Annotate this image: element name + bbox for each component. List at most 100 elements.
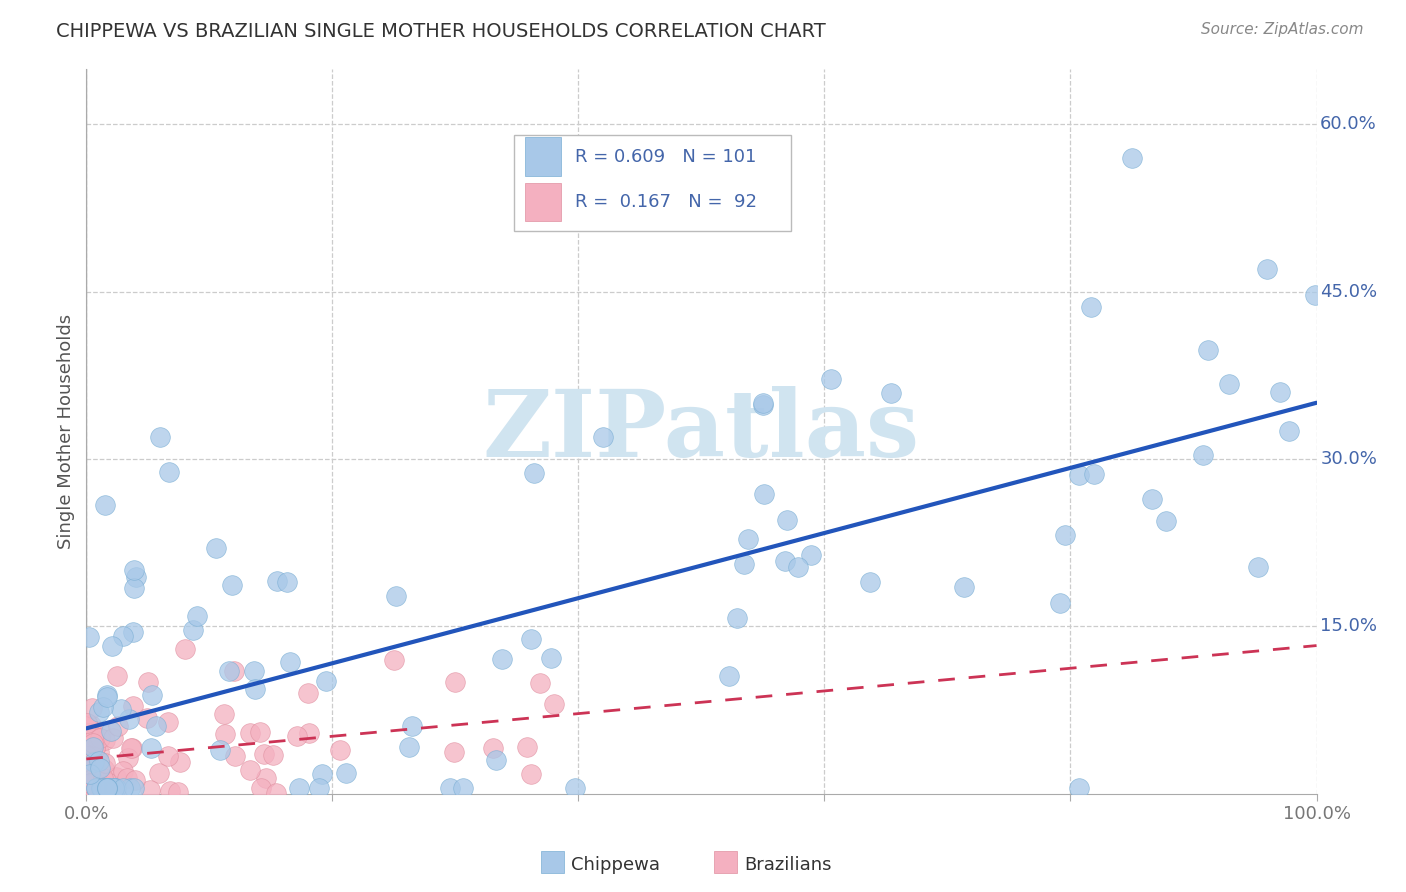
Point <box>90 781 112 796</box>
Point <box>384 589 406 603</box>
Point <box>1192 449 1215 463</box>
Point <box>79 717 101 731</box>
Point <box>83 770 105 784</box>
Point <box>1054 528 1077 542</box>
Point <box>84 782 107 797</box>
Point <box>264 786 287 800</box>
Point <box>87 786 110 800</box>
Point <box>157 714 180 729</box>
Point <box>1121 151 1143 165</box>
Point <box>80 752 103 766</box>
Point <box>122 625 145 640</box>
Point <box>100 724 122 739</box>
Point <box>94 732 117 747</box>
Point <box>266 574 288 589</box>
Point <box>96 688 118 702</box>
Point <box>117 751 139 765</box>
Point <box>221 578 243 592</box>
Point <box>564 781 586 796</box>
Point <box>444 675 467 690</box>
Point <box>112 781 135 796</box>
Point <box>84 772 107 786</box>
Y-axis label: Single Mother Households: Single Mother Households <box>58 313 75 549</box>
Text: 45.0%: 45.0% <box>1320 283 1378 301</box>
Point <box>1303 288 1326 302</box>
Point <box>103 781 125 796</box>
Point <box>115 771 138 785</box>
Point <box>104 781 127 796</box>
Point <box>485 753 508 767</box>
Point <box>84 781 107 796</box>
Point <box>249 724 271 739</box>
Point <box>298 726 321 740</box>
Point <box>97 781 120 796</box>
Point <box>1140 492 1163 507</box>
Point <box>120 741 142 756</box>
Point <box>1083 467 1105 482</box>
Point <box>112 764 135 778</box>
Point <box>77 750 100 764</box>
Point <box>311 766 333 780</box>
Point <box>253 747 276 761</box>
Point <box>96 781 118 796</box>
Point <box>880 386 903 401</box>
Point <box>82 756 104 771</box>
Point <box>308 781 330 796</box>
Point <box>516 739 538 754</box>
Point <box>382 653 405 667</box>
Point <box>167 785 190 799</box>
Point <box>89 731 111 745</box>
Point <box>89 754 111 768</box>
Point <box>77 786 100 800</box>
Text: Source: ZipAtlas.com: Source: ZipAtlas.com <box>1201 22 1364 37</box>
Point <box>89 786 111 800</box>
Point <box>84 781 107 796</box>
Point <box>859 575 882 590</box>
Point <box>104 770 127 784</box>
Point <box>1067 781 1090 796</box>
Point <box>80 772 103 786</box>
Point <box>120 781 142 796</box>
Point <box>110 702 132 716</box>
Point <box>76 757 98 772</box>
Point <box>1197 343 1219 357</box>
Point <box>481 740 503 755</box>
Point <box>529 676 551 690</box>
Point <box>136 675 159 690</box>
Point <box>1080 301 1102 315</box>
Point <box>952 580 974 594</box>
Point <box>222 664 245 678</box>
Point <box>96 690 118 704</box>
Text: ZIPatlas: ZIPatlas <box>482 386 920 476</box>
Point <box>523 466 546 480</box>
Point <box>186 609 208 624</box>
Point <box>204 541 226 555</box>
Point <box>82 732 104 747</box>
Point <box>80 777 103 791</box>
Point <box>80 745 103 759</box>
Point <box>76 763 98 777</box>
Point <box>1069 468 1091 483</box>
Point <box>218 664 240 678</box>
Point <box>254 772 277 786</box>
Point <box>80 736 103 750</box>
Point <box>737 532 759 546</box>
Point <box>173 641 195 656</box>
Point <box>138 782 160 797</box>
Point <box>287 781 309 796</box>
Point <box>278 655 301 669</box>
Point <box>209 742 232 756</box>
Point <box>80 734 103 748</box>
Point <box>104 786 127 800</box>
Point <box>285 729 308 743</box>
Point <box>250 781 273 796</box>
Point <box>752 398 775 412</box>
Point <box>94 498 117 512</box>
Point <box>83 730 105 744</box>
Point <box>169 755 191 769</box>
Point <box>752 487 775 501</box>
Point <box>329 743 352 757</box>
Point <box>76 716 98 731</box>
Point <box>76 756 98 770</box>
Point <box>112 629 135 643</box>
